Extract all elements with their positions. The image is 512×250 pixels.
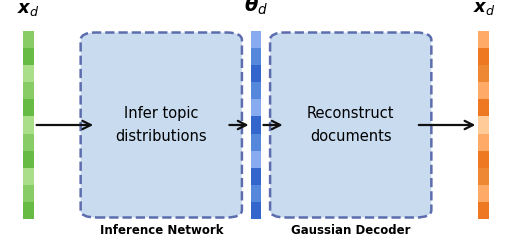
Bar [23,150,34,168]
Bar [478,202,489,219]
Bar [251,202,261,219]
Bar [251,134,261,150]
Bar [251,82,261,100]
Bar [23,202,34,219]
Bar [251,48,261,65]
Bar [23,100,34,116]
Bar [251,100,261,116]
Bar [251,185,261,202]
Bar [478,48,489,65]
Text: Infer topic
distributions: Infer topic distributions [116,106,207,144]
Text: $\boldsymbol{\theta}_d$: $\boldsymbol{\theta}_d$ [244,0,268,18]
Bar [478,100,489,116]
Bar [23,168,34,185]
Bar [251,168,261,185]
Bar [251,116,261,134]
FancyBboxPatch shape [270,32,431,218]
Bar [251,65,261,82]
Bar [478,134,489,150]
Bar [478,65,489,82]
Text: Reconstruct
documents: Reconstruct documents [307,106,394,144]
Bar [478,185,489,202]
Text: $\boldsymbol{x}_d$: $\boldsymbol{x}_d$ [17,0,39,18]
Bar [23,134,34,150]
Bar [23,31,34,48]
Bar [251,150,261,168]
Bar [478,82,489,100]
Bar [23,65,34,82]
Bar [23,185,34,202]
Bar [478,31,489,48]
Bar [478,116,489,134]
Bar [23,82,34,100]
Bar [478,150,489,168]
Bar [23,116,34,134]
Text: Gaussian Decoder: Gaussian Decoder [291,224,411,237]
Bar [478,168,489,185]
Text: $\hat{\boldsymbol{x}}_d$: $\hat{\boldsymbol{x}}_d$ [473,0,495,18]
Text: Inference Network: Inference Network [99,224,223,237]
Bar [251,31,261,48]
FancyBboxPatch shape [81,32,242,218]
Bar [23,48,34,65]
